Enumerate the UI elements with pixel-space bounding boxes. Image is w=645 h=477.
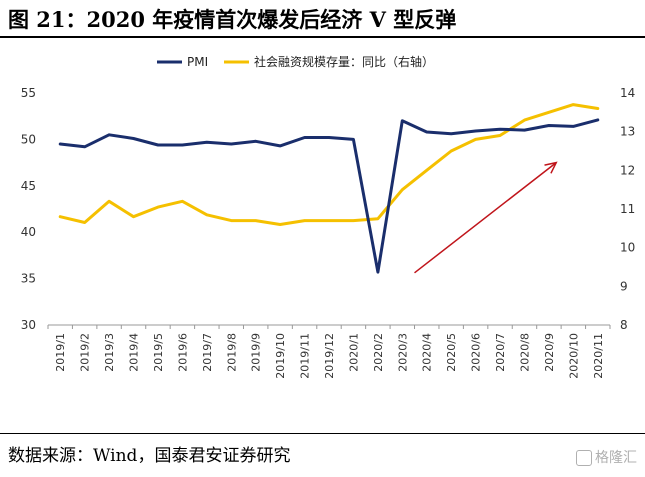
y-right-tick-label: 12: [620, 163, 635, 177]
legend-pmi-label: PMI: [187, 55, 208, 69]
watermark-text: 格隆汇: [595, 450, 637, 466]
x-tick-label: 2019/5: [152, 333, 165, 372]
x-tick-label: 2020/4: [421, 333, 434, 372]
source-note: 数据来源：Wind，国泰君安证券研究: [8, 446, 291, 466]
x-tick-label: 2019/10: [274, 333, 287, 379]
x-tick-label: 2020/8: [518, 333, 531, 372]
legend-tsf-label: 社会融资规模存量：同比（右轴）: [254, 54, 434, 69]
x-tick-label: 2020/10: [567, 333, 580, 379]
x-tick-label: 2020/9: [543, 333, 556, 372]
x-tick-label: 2020/5: [445, 333, 458, 372]
chart-title: 图 21：2020 年疫情首次爆发后经济 V 型反弹: [8, 7, 457, 32]
x-tick-label: 2020/6: [470, 333, 483, 372]
x-tick-label: 2019/8: [225, 333, 238, 372]
pmi-series-line: [58, 118, 600, 274]
x-tick-label: 2019/7: [201, 333, 214, 372]
x-tick-label: 2019/3: [103, 333, 116, 372]
y-right-tick-label: 10: [620, 241, 635, 255]
watermark-logo-icon: [576, 450, 592, 466]
x-tick-label: 2020/1: [347, 333, 360, 372]
legend: PMI 社会融资规模存量：同比（右轴）: [157, 54, 434, 69]
x-tick-label: 2020/2: [372, 333, 385, 372]
y-right-tick-label: 8: [620, 318, 628, 332]
x-tick-label: 2019/4: [128, 333, 141, 372]
x-tick-label: 2019/12: [323, 333, 336, 379]
x-tick-label: 2019/2: [79, 333, 92, 372]
x-tick-label: 2019/6: [176, 333, 189, 372]
y-left-tick-label: 35: [21, 272, 36, 286]
trend-arrow-head-icon: [544, 161, 558, 174]
watermark: 格隆汇: [576, 447, 637, 467]
trend-arrow-shaft: [414, 162, 557, 274]
y-left-tick-label: 55: [21, 86, 36, 100]
y-left-tick-label: 50: [21, 132, 36, 146]
axes: 2019/1 2019/2 2019/3 2019/4 2019/5 2019/6 2019…: [21, 86, 636, 379]
chart: PMI 社会融资规模存量：同比（右轴） 2019/1 2019/2 2019/3 20…: [21, 54, 636, 379]
x-tick-label: 2020/7: [494, 333, 507, 372]
y-right-tick-label: 13: [620, 125, 635, 139]
y-right-tick-label: 9: [620, 279, 628, 293]
y-left-tick-label: 45: [21, 179, 36, 193]
annotations: [414, 161, 558, 274]
y-left-tick-label: 40: [21, 225, 36, 239]
series-lines: [58, 103, 600, 274]
x-tick-label: 2020/11: [592, 333, 605, 379]
footer-divider: [0, 433, 645, 434]
y-right-tick-label: 11: [620, 202, 635, 216]
x-tick-label: 2020/3: [396, 333, 409, 372]
tsf-series-line: [58, 103, 600, 226]
x-tick-label: 2019/11: [299, 333, 312, 379]
title-divider: [0, 36, 645, 38]
x-tick-label: 2019/1: [54, 333, 67, 372]
y-left-tick-label: 30: [21, 318, 36, 332]
y-right-tick-label: 14: [620, 86, 635, 100]
x-tick-label: 2019/9: [250, 333, 263, 372]
